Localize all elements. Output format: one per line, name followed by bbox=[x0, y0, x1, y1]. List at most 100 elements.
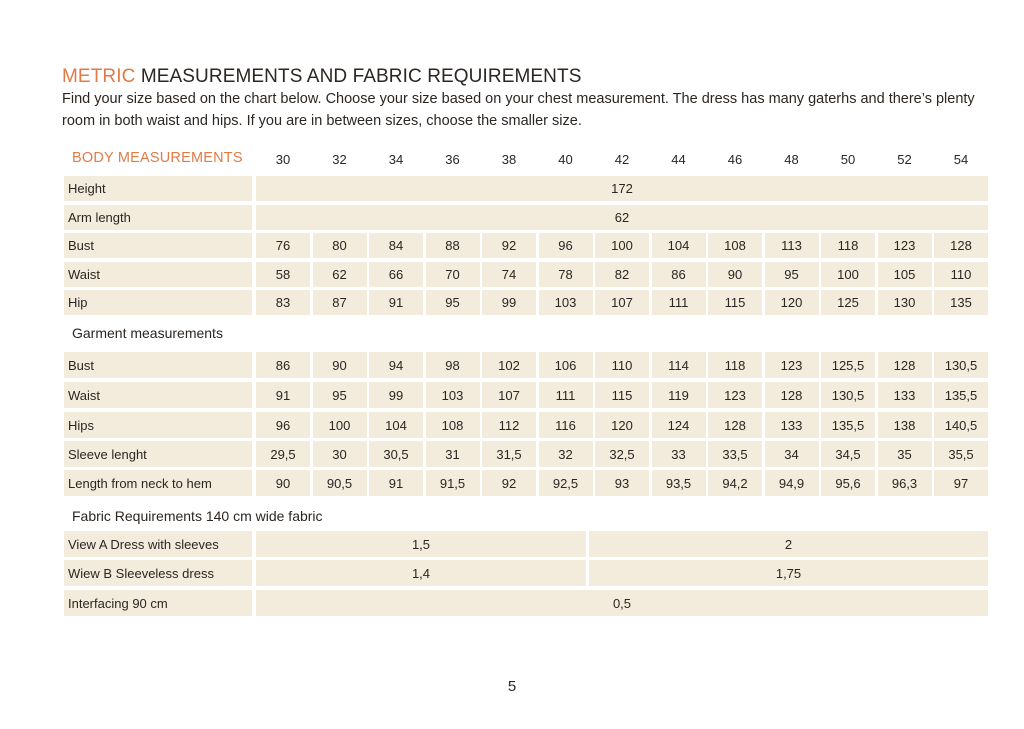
garment-value-cell: 135,5 bbox=[934, 382, 988, 408]
garment-value-cell: 35 bbox=[877, 441, 932, 467]
garment-value-cell: 128 bbox=[877, 352, 932, 378]
row-label-garment: Waist bbox=[64, 382, 252, 408]
row-label-body-bust: Bust bbox=[64, 233, 252, 258]
garment-value-cell: 94,2 bbox=[708, 470, 762, 496]
intro-paragraph: Find your size based on the chart below.… bbox=[62, 91, 975, 129]
garment-value-cell: 35,5 bbox=[934, 441, 988, 467]
garment-value-cell: 95 bbox=[312, 382, 367, 408]
body-value-cell: 84 bbox=[369, 233, 423, 258]
garment-value-cell: 103 bbox=[425, 382, 480, 408]
row-label-garment: Hips bbox=[64, 412, 252, 438]
page-title: METRIC MEASUREMENTS AND FABRIC REQUIREME… bbox=[62, 66, 581, 88]
size-header: 38 bbox=[501, 151, 517, 167]
page-number: 5 bbox=[507, 678, 517, 695]
title-rest: MEASUREMENTS AND FABRIC REQUIREMENTS bbox=[135, 66, 582, 87]
garment-value-cell: 123 bbox=[708, 382, 762, 408]
row-label-garment: Length from neck to hem bbox=[64, 470, 252, 496]
size-header: 54 bbox=[953, 151, 969, 167]
garment-value-cell: 30 bbox=[312, 441, 367, 467]
body-value-cell: 96 bbox=[538, 233, 593, 258]
garment-value-cell: 96,3 bbox=[877, 470, 932, 496]
body-value-cell: 135 bbox=[934, 290, 988, 315]
garment-value-cell: 138 bbox=[877, 412, 932, 438]
garment-value-cell: 130,5 bbox=[821, 382, 875, 408]
garment-value-cell: 90 bbox=[312, 352, 367, 378]
body-value-cell: 128 bbox=[934, 233, 988, 258]
garment-value-cell: 92,5 bbox=[538, 470, 593, 496]
size-header: 44 bbox=[671, 151, 686, 167]
body-value-cell: 100 bbox=[595, 233, 649, 258]
garment-value-cell: 133 bbox=[764, 412, 819, 438]
garment-value-cell: 94 bbox=[369, 352, 423, 378]
garment-value-cell: 135,5 bbox=[821, 412, 875, 438]
garment-value-cell: 115 bbox=[595, 382, 649, 408]
garment-value-cell: 90 bbox=[256, 470, 310, 496]
body-value-cell: 70 bbox=[425, 262, 480, 287]
size-header: 50 bbox=[840, 151, 856, 167]
row-label-arm-length: Arm length bbox=[64, 205, 252, 230]
garment-value-cell: 114 bbox=[651, 352, 706, 378]
body-value-cell: 86 bbox=[651, 262, 706, 287]
garment-value-cell: 112 bbox=[482, 412, 536, 438]
size-header: 48 bbox=[784, 151, 799, 167]
garment-value-cell: 31,5 bbox=[482, 441, 536, 467]
body-value-cell: 107 bbox=[595, 290, 649, 315]
body-value-cell: 58 bbox=[256, 262, 310, 287]
garment-value-cell: 91 bbox=[256, 382, 310, 408]
row-label-view-b: Wiew B Sleeveless dress bbox=[64, 560, 252, 586]
garment-value-cell: 102 bbox=[482, 352, 536, 378]
garment-value-cell: 34 bbox=[764, 441, 819, 467]
garment-value-cell: 116 bbox=[538, 412, 593, 438]
row-label-body-hip: Hip bbox=[64, 290, 252, 315]
garment-value-cell: 94,9 bbox=[764, 470, 819, 496]
garment-value-cell: 107 bbox=[482, 382, 536, 408]
title-accent: METRIC bbox=[62, 66, 136, 87]
body-value-cell: 76 bbox=[256, 233, 310, 258]
garment-value-cell: 86 bbox=[256, 352, 310, 378]
body-value-cell: 103 bbox=[538, 290, 593, 315]
body-value-cell: 66 bbox=[369, 262, 423, 287]
garment-value-cell: 98 bbox=[425, 352, 480, 378]
row-label-body-waist: Waist bbox=[64, 262, 252, 287]
view-b-small-sizes: 1,4 bbox=[256, 560, 586, 586]
garment-value-cell: 120 bbox=[595, 412, 649, 438]
row-label-view-a: View A Dress with sleeves bbox=[64, 531, 252, 557]
garment-value-cell: 92 bbox=[482, 470, 536, 496]
body-value-cell: 82 bbox=[595, 262, 649, 287]
garment-value-cell: 128 bbox=[708, 412, 762, 438]
body-value-cell: 123 bbox=[877, 233, 932, 258]
garment-value-cell: 32,5 bbox=[595, 441, 649, 467]
size-header: 40 bbox=[558, 151, 573, 167]
size-header: 34 bbox=[388, 151, 404, 167]
view-b-large-sizes: 1,75 bbox=[589, 560, 988, 586]
garment-value-cell: 125,5 bbox=[821, 352, 875, 378]
body-value-cell: 100 bbox=[821, 262, 875, 287]
body-value-cell: 99 bbox=[482, 290, 536, 315]
garment-value-cell: 119 bbox=[651, 382, 706, 408]
body-value-cell: 95 bbox=[764, 262, 819, 287]
body-value-cell: 83 bbox=[256, 290, 310, 315]
garment-value-cell: 130,5 bbox=[934, 352, 988, 378]
garment-value-cell: 34,5 bbox=[821, 441, 875, 467]
garment-value-cell: 104 bbox=[369, 412, 423, 438]
garment-value-cell: 93 bbox=[595, 470, 649, 496]
garment-value-cell: 33 bbox=[651, 441, 706, 467]
arm-length-value: 62 bbox=[256, 205, 988, 230]
body-value-cell: 95 bbox=[425, 290, 480, 315]
body-value-cell: 88 bbox=[425, 233, 480, 258]
garment-value-cell: 118 bbox=[708, 352, 762, 378]
garment-value-cell: 100 bbox=[312, 412, 367, 438]
body-value-cell: 120 bbox=[764, 290, 819, 315]
body-value-cell: 115 bbox=[708, 290, 762, 315]
row-label-garment: Bust bbox=[64, 352, 252, 378]
size-header: 46 bbox=[727, 151, 743, 167]
garment-value-cell: 31 bbox=[425, 441, 480, 467]
garment-value-cell: 123 bbox=[764, 352, 819, 378]
fabric-requirements-heading: Fabric Requirements 140 cm wide fabric bbox=[72, 508, 323, 524]
garment-value-cell: 91,5 bbox=[425, 470, 480, 496]
body-value-cell: 125 bbox=[821, 290, 875, 315]
size-header: 32 bbox=[332, 151, 347, 167]
body-value-cell: 91 bbox=[369, 290, 423, 315]
view-a-small-sizes: 1,5 bbox=[256, 531, 586, 557]
garment-value-cell: 110 bbox=[595, 352, 649, 378]
